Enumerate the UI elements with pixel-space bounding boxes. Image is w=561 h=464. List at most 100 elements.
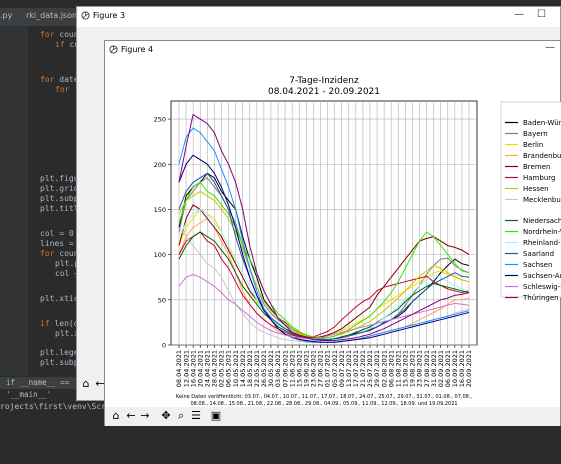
pan-icon[interactable]: ✥ [161, 409, 171, 422]
figure-3-maximize-button[interactable]: ☐ [537, 9, 546, 20]
code-text: plt.figur [40, 174, 80, 183]
x-tick-label: 22.05.2021 [253, 350, 261, 387]
code-text: count [59, 249, 80, 258]
code-line: lines = [ [40, 239, 80, 248]
x-tick-label: 26.05.2021 [260, 350, 268, 387]
figure-3-title: Figure 3 [93, 11, 126, 20]
code-keyword: for [40, 30, 55, 39]
code-text: lines = [ [40, 239, 80, 248]
code-line: if len(d [40, 319, 79, 328]
legend-label: Baden-Württemberg [523, 119, 561, 127]
series-line-5 [178, 231, 470, 339]
code-line: col = 0 [40, 229, 74, 238]
missing-data-note-line2: 08.08., 14.08., 15.08., 21.08., 22.08., … [190, 401, 457, 407]
figure-4-window: Figure 4 — 7-Tage-Inzidenz 08.04.2021 - … [104, 40, 561, 426]
editor-tab-py[interactable]: .py [0, 11, 13, 20]
code-line: plt.p [55, 259, 79, 268]
x-tick-label: 30.05.2021 [267, 350, 275, 387]
home-icon[interactable]: ⌂ [82, 377, 90, 390]
code-line: for count [40, 249, 80, 258]
x-tick-label: 02.08.2021 [380, 350, 388, 387]
code-line: plt.xtick [40, 294, 80, 303]
x-tick-label: 11.06.2021 [288, 350, 296, 387]
legend-label: Niedersachsen [523, 217, 561, 225]
x-tick-label: 10.05.2021 [232, 350, 240, 387]
code-text: plt.title [40, 204, 80, 213]
legend-label: Rheinland-Pfalz [523, 239, 561, 247]
figure-4-minimize-button[interactable]: — [545, 42, 555, 53]
x-tick-label: 15.06.2021 [295, 350, 303, 387]
code-line: plt.leger [40, 348, 80, 357]
x-tick-label: 05.07.2021 [331, 350, 339, 387]
y-tick-label: 50 [158, 296, 166, 304]
x-tick-label: 08.04.2021 [175, 350, 183, 387]
series-lines [178, 113, 470, 343]
x-tick-label: 06.05.2021 [225, 350, 233, 387]
x-tick-label: 24.04.2021 [203, 350, 211, 387]
legend-label: Bayern [523, 130, 548, 138]
figure-4-titlebar[interactable]: Figure 4 — [105, 41, 560, 59]
series-line-9 [178, 181, 470, 339]
legend-label: Sachsen-Anhalt [523, 272, 561, 280]
forward-arrow-icon[interactable]: → [140, 409, 150, 422]
code-text: len(d [49, 319, 79, 328]
chart-title: 7-Tage-Inzidenz [289, 76, 359, 86]
code-text: count [59, 30, 80, 39]
figure-3-titlebar[interactable]: Figure 3 — ☐ [77, 7, 560, 27]
x-tick-label: 31.08.2021 [430, 350, 438, 387]
figure-4-toolbar: ⌂ ← → ✥ ⌕ ☰ ▣ [105, 407, 560, 426]
code-text: plt.xtick [40, 294, 80, 303]
back-arrow-icon[interactable]: ← [95, 377, 105, 390]
x-tick-label: 07.06.2021 [281, 350, 289, 387]
series-line-4 [178, 204, 470, 339]
figure-3-minimize-button[interactable]: — [514, 9, 524, 20]
x-tick-label: 09.07.2021 [338, 350, 346, 387]
back-arrow-icon[interactable]: ← [126, 409, 136, 422]
x-tick-label: 13.07.2021 [345, 350, 353, 387]
editor-tab-json[interactable]: rki_data.json [26, 11, 78, 20]
matplotlib-icon [109, 45, 118, 54]
legend-label: Sachsen [523, 261, 552, 269]
y-tick-label: 150 [154, 206, 166, 214]
y-axis-ticks: 0 50 100 150 200 250 [154, 116, 171, 350]
x-tick-label: 17.07.2021 [352, 350, 360, 387]
subplots-config-icon[interactable]: ☰ [191, 409, 201, 422]
x-tick-label: 16.04.2021 [189, 350, 197, 387]
series-line-14 [178, 273, 470, 340]
code-keyword: for [40, 75, 55, 84]
code-breadcrumb[interactable]: if __name__ == '__main__' [0, 377, 80, 399]
x-tick-label: 27.06.2021 [317, 350, 325, 387]
code-text: plt.grid( [40, 184, 80, 193]
zoom-icon[interactable]: ⌕ [177, 409, 185, 422]
legend-label: Nordrhein-Westfalen [523, 228, 561, 236]
save-icon[interactable]: ▣ [210, 409, 222, 422]
terminal-path: rojects\first\venv\Scripts [0, 402, 126, 411]
editor-tab-bar: .py rki_data.json [0, 8, 80, 26]
x-tick-label: 19.08.2021 [409, 350, 417, 387]
legend-label: Schleswig-Holstein [523, 283, 561, 291]
code-line: plt.subpl [40, 358, 80, 367]
code-text: col = 0 [40, 229, 74, 238]
x-tick-label: 23.06.2021 [310, 350, 318, 387]
code-line: plt.grid( [40, 184, 80, 193]
legend: Baden-Württemberg Bayern Berlin Brandenburg… [500, 101, 561, 302]
figure-4-title: Figure 4 [121, 45, 154, 54]
x-axis-ticks: 08.04.2021 12.04.2021 16.04.2021 20.04.2021… [175, 345, 473, 387]
y-tick-label: 100 [154, 251, 166, 259]
code-line: for [55, 85, 69, 94]
legend-label: Thüringen [522, 294, 559, 302]
code-line: if co [55, 40, 79, 49]
x-tick-label: 06.09.2021 [444, 350, 452, 387]
x-tick-label: 03.06.2021 [274, 350, 282, 387]
code-text: plt.subpl [40, 358, 80, 367]
code-keyword: for [55, 85, 70, 94]
series-line-15 [178, 113, 470, 341]
series-line-13 [178, 154, 470, 343]
home-icon[interactable]: ⌂ [112, 409, 120, 422]
code-line: plt.subpl [40, 194, 80, 203]
code-line: plt.figur [40, 174, 80, 183]
code-keyword: for [40, 249, 55, 258]
code-line: for date [40, 75, 79, 84]
code-line: plt.title [40, 204, 80, 213]
